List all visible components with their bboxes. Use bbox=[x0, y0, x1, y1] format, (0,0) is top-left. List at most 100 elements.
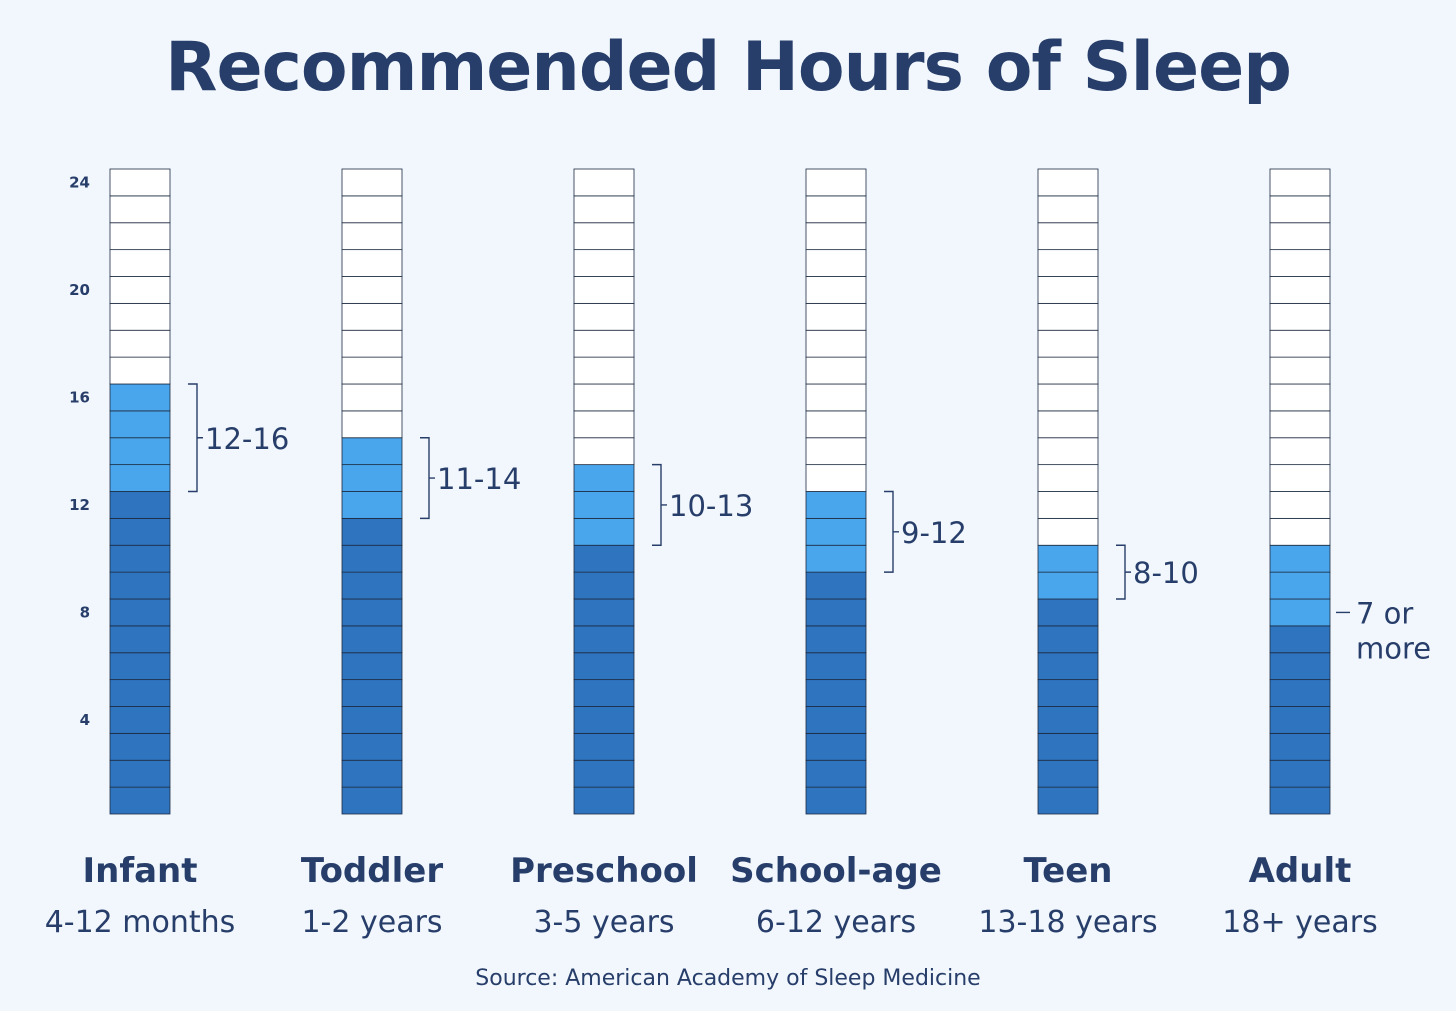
hour-cell bbox=[109, 759, 171, 788]
hour-cell bbox=[1269, 329, 1331, 358]
hour-cell bbox=[1037, 356, 1099, 385]
category-name-teen: Teen bbox=[1023, 851, 1112, 891]
hour-cell bbox=[573, 625, 635, 654]
hour-cell bbox=[1269, 571, 1331, 600]
hour-cell bbox=[1037, 598, 1099, 627]
hour-cell bbox=[341, 276, 403, 304]
y-tick-label: 8 bbox=[80, 603, 90, 621]
hour-cell bbox=[1037, 302, 1099, 331]
hour-cell bbox=[1037, 544, 1099, 573]
y-tick-label: 12 bbox=[69, 496, 90, 514]
hour-cell bbox=[341, 706, 403, 734]
hour-cell bbox=[1037, 491, 1099, 519]
hour-cell bbox=[1269, 706, 1331, 734]
hour-cell bbox=[341, 329, 403, 358]
hour-cell bbox=[109, 383, 171, 412]
hour-cell bbox=[1269, 786, 1331, 815]
hour-cell bbox=[1269, 276, 1331, 304]
range-bracket bbox=[652, 463, 667, 546]
hour-cell bbox=[109, 168, 171, 197]
hour-cell bbox=[1037, 679, 1099, 707]
hour-cell bbox=[805, 222, 867, 251]
hour-cell bbox=[573, 652, 635, 681]
hour-cell bbox=[341, 168, 403, 197]
hour-cell bbox=[341, 544, 403, 573]
hour-cell bbox=[1269, 222, 1331, 251]
hour-cell bbox=[805, 195, 867, 224]
hour-cell bbox=[573, 276, 635, 304]
hour-cell bbox=[1269, 598, 1331, 627]
hour-cell bbox=[109, 679, 171, 707]
hour-cell bbox=[109, 437, 171, 466]
category-name-infant: Infant bbox=[82, 851, 197, 891]
hour-cell bbox=[805, 249, 867, 277]
hour-cell bbox=[1037, 706, 1099, 734]
hour-cell bbox=[109, 356, 171, 385]
range-label-preschool: 10-13 bbox=[669, 489, 753, 523]
hour-cell bbox=[805, 437, 867, 466]
hour-cell bbox=[109, 598, 171, 627]
hour-cell bbox=[341, 356, 403, 385]
hour-cell bbox=[341, 652, 403, 681]
hour-cell bbox=[573, 329, 635, 358]
hour-cell bbox=[1269, 517, 1331, 546]
hour-cell bbox=[573, 168, 635, 197]
hour-cell bbox=[805, 464, 867, 492]
hour-cell bbox=[341, 732, 403, 761]
hour-cell bbox=[805, 544, 867, 573]
hour-cell bbox=[109, 517, 171, 546]
hour-cell bbox=[573, 437, 635, 466]
hour-cell bbox=[1269, 249, 1331, 277]
hour-cell bbox=[573, 195, 635, 224]
hour-cell bbox=[109, 464, 171, 492]
hour-cell bbox=[573, 222, 635, 251]
hour-cell bbox=[1269, 437, 1331, 466]
category-age-adult: 18+ years bbox=[1222, 905, 1377, 940]
hour-cell bbox=[1037, 732, 1099, 761]
hour-cell bbox=[573, 302, 635, 331]
hour-cell bbox=[805, 276, 867, 304]
hour-cell bbox=[805, 383, 867, 412]
hour-cell bbox=[109, 706, 171, 734]
chart-title: Recommended Hours of Sleep bbox=[165, 28, 1292, 107]
y-tick-label: 4 bbox=[80, 711, 90, 729]
hour-cell bbox=[805, 759, 867, 788]
y-tick-label: 24 bbox=[69, 173, 90, 191]
hour-cell bbox=[573, 571, 635, 600]
hour-cell bbox=[805, 302, 867, 331]
y-tick-label: 16 bbox=[69, 388, 90, 406]
hour-cell bbox=[573, 598, 635, 627]
hour-cell bbox=[805, 598, 867, 627]
category-age-preschool: 3-5 years bbox=[533, 905, 674, 940]
hour-cell bbox=[341, 625, 403, 654]
hour-cell bbox=[109, 571, 171, 600]
category-name-school-age: School-age bbox=[730, 851, 942, 891]
hour-cell bbox=[341, 759, 403, 788]
hour-cell bbox=[1269, 383, 1331, 412]
hour-cell bbox=[573, 356, 635, 385]
hour-cell bbox=[1037, 195, 1099, 224]
range-label-infant: 12-16 bbox=[205, 422, 289, 456]
hour-cell bbox=[573, 517, 635, 546]
hour-cell bbox=[573, 383, 635, 412]
hour-cell bbox=[1037, 652, 1099, 681]
source-note: Source: American Academy of Sleep Medici… bbox=[475, 966, 981, 991]
hour-cell bbox=[805, 168, 867, 197]
category-name-toddler: Toddler bbox=[301, 851, 443, 891]
hour-cell bbox=[1269, 168, 1331, 197]
hour-cell bbox=[573, 491, 635, 519]
hour-cell bbox=[341, 464, 403, 492]
hour-cell bbox=[1269, 356, 1331, 385]
hour-cell bbox=[1269, 195, 1331, 224]
hour-cell bbox=[109, 276, 171, 304]
hour-cell bbox=[573, 464, 635, 492]
y-tick-label: 20 bbox=[69, 281, 90, 299]
hour-cell bbox=[1269, 625, 1331, 654]
hour-cell bbox=[341, 195, 403, 224]
hour-cell bbox=[805, 652, 867, 681]
hour-cell bbox=[341, 517, 403, 546]
hour-cell bbox=[109, 652, 171, 681]
hour-cell bbox=[573, 732, 635, 761]
hour-cell bbox=[109, 410, 171, 439]
